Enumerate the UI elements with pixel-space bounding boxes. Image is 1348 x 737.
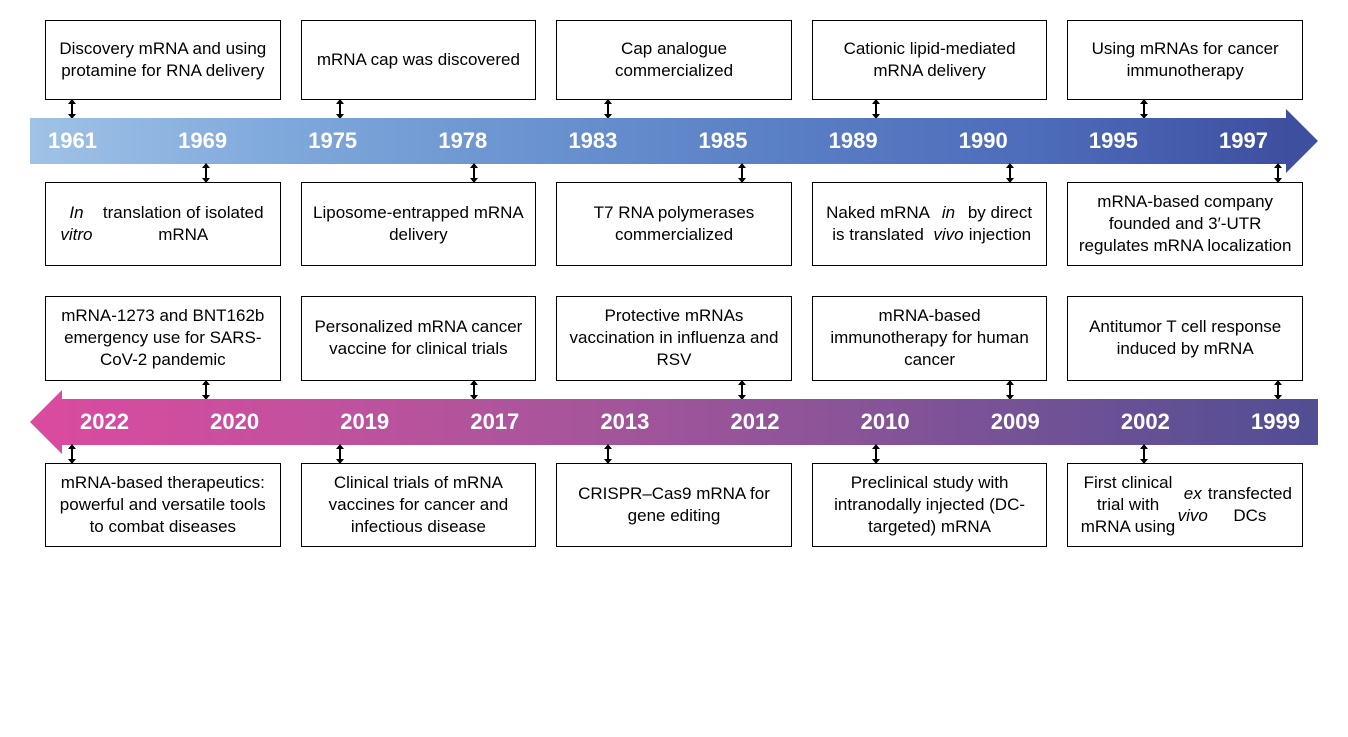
timeline-2-top-connectors: [30, 381, 1318, 399]
timeline-1: Discovery mRNA and using protamine for R…: [30, 20, 1318, 266]
timeline-1-bottom-box-3: Naked mRNA is translated in vivo by dire…: [812, 182, 1048, 266]
timeline-1-bottom-box-2: T7 RNA polymerases commercialized: [556, 182, 792, 266]
timeline-1-top-connector-2: [607, 100, 609, 118]
timeline-1-year-1961: 1961: [48, 128, 97, 154]
timeline-2-top-box-1: Personalized mRNA cancer vaccine for cli…: [301, 296, 537, 380]
timeline-2-bottom-row: mRNA-based therapeutics: powerful and ve…: [30, 463, 1318, 547]
timeline-2-top-box-0: mRNA-1273 and BNT162b emergency use for …: [45, 296, 281, 380]
timeline-1-year-1975: 1975: [308, 128, 357, 154]
timeline-1-bottom-connector-0: [205, 164, 207, 182]
timeline-2-year-2013: 2013: [600, 409, 649, 435]
timeline-2-bottom-box-0: mRNA-based therapeutics: powerful and ve…: [45, 463, 281, 547]
timeline-1-year-1969: 1969: [178, 128, 227, 154]
timeline-1-arrow-bar: 1961 1969 1975 1978 1983 1985 1989 1990 1995 1997: [30, 118, 1318, 164]
timeline-1-top-box-0: Discovery mRNA and using protamine for R…: [45, 20, 281, 100]
timeline-1-bottom-connector-3: [1009, 164, 1011, 182]
timeline-1-top-box-1: mRNA cap was discovered: [301, 20, 537, 100]
timeline-2-bottom-connector-1: [339, 445, 341, 463]
timeline-2-bar-body: 2022 2020 2019 2017 2013 2012 2010 2009 2002 1999: [62, 399, 1318, 445]
timeline-2: mRNA-1273 and BNT162b emergency use for …: [30, 296, 1318, 547]
timeline-2-bottom-box-2: CRISPR–Cas9 mRNA for gene editing: [556, 463, 792, 547]
timeline-2-year-2020: 2020: [210, 409, 259, 435]
timeline-1-bottom-connector-2: [741, 164, 743, 182]
timeline-2-top-connector-3: [1009, 381, 1011, 399]
timeline-2-year-2010: 2010: [861, 409, 910, 435]
timeline-1-top-row: Discovery mRNA and using protamine for R…: [30, 20, 1318, 100]
timeline-2-top-box-2: Protective mRNAs vaccination in influenz…: [556, 296, 792, 380]
timeline-1-year-1997: 1997: [1219, 128, 1268, 154]
timeline-1-bar-body: 1961 1969 1975 1978 1983 1985 1989 1990 1995 1997: [30, 118, 1286, 164]
timeline-2-top-connector-4: [1277, 381, 1279, 399]
timeline-1-top-box-4: Using mRNAs for cancer immunotherapy: [1067, 20, 1303, 100]
timeline-2-top-connector-0: [205, 381, 207, 399]
timeline-1-bottom-row: In vitro translation of isolated mRNALip…: [30, 182, 1318, 266]
timeline-2-year-1999: 1999: [1251, 409, 1300, 435]
timeline-2-year-2009: 2009: [991, 409, 1040, 435]
timeline-2-year-2002: 2002: [1121, 409, 1170, 435]
timeline-1-top-connector-0: [71, 100, 73, 118]
timeline-2-top-connector-2: [741, 381, 743, 399]
timeline-2-bottom-connector-2: [607, 445, 609, 463]
timeline-2-year-2017: 2017: [470, 409, 519, 435]
timeline-1-year-1990: 1990: [959, 128, 1008, 154]
timeline-2-arrow-bar: 2022 2020 2019 2017 2013 2012 2010 2009 2002 1999: [30, 399, 1318, 445]
timeline-1-year-1995: 1995: [1089, 128, 1138, 154]
timeline-2-bottom-connector-3: [875, 445, 877, 463]
timeline-2-top-row: mRNA-1273 and BNT162b emergency use for …: [30, 296, 1318, 380]
timeline-2-bottom-connectors: [30, 445, 1318, 463]
timeline-1-year-1978: 1978: [438, 128, 487, 154]
timeline-1-year-1985: 1985: [699, 128, 748, 154]
timeline-1-bottom-box-0: In vitro translation of isolated mRNA: [45, 182, 281, 266]
timeline-1-top-box-2: Cap analogue commercialized: [556, 20, 792, 100]
timeline-1-top-connectors: [30, 100, 1318, 118]
timeline-1-top-connector-4: [1143, 100, 1145, 118]
timeline-2-bottom-box-1: Clinical trials of mRNA vaccines for can…: [301, 463, 537, 547]
timeline-1-year-1983: 1983: [568, 128, 617, 154]
timeline-1-top-connector-1: [339, 100, 341, 118]
timeline-2-top-box-3: mRNA-based immunotherapy for human cance…: [812, 296, 1048, 380]
timeline-2-year-2022: 2022: [80, 409, 129, 435]
timeline-2-year-2012: 2012: [731, 409, 780, 435]
timeline-1-bottom-box-4: mRNA-based company founded and 3′-UTR re…: [1067, 182, 1303, 266]
timeline-1-bottom-connector-1: [473, 164, 475, 182]
timeline-2-bottom-connector-4: [1143, 445, 1145, 463]
timeline-2-bottom-box-4: First clinical trial with mRNA using ex …: [1067, 463, 1303, 547]
timeline-2-top-connector-1: [473, 381, 475, 399]
timeline-2-bottom-box-3: Preclinical study with intranodally inje…: [812, 463, 1048, 547]
timeline-1-bottom-connector-4: [1277, 164, 1279, 182]
timeline-2-top-box-4: Antitumor T cell response induced by mRN…: [1067, 296, 1303, 380]
timeline-2-bottom-connector-0: [71, 445, 73, 463]
timeline-1-top-connector-3: [875, 100, 877, 118]
timeline-1-top-box-3: Cationic lipid-mediated mRNA delivery: [812, 20, 1048, 100]
timeline-1-bottom-connectors: [30, 164, 1318, 182]
timeline-1-year-1989: 1989: [829, 128, 878, 154]
timeline-1-bottom-box-1: Liposome-entrapped mRNA delivery: [301, 182, 537, 266]
timeline-2-year-2019: 2019: [340, 409, 389, 435]
